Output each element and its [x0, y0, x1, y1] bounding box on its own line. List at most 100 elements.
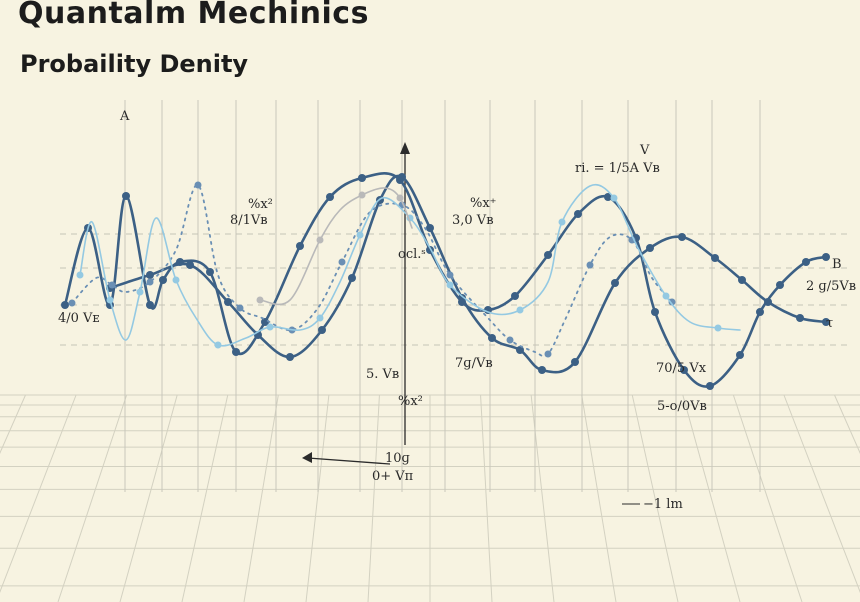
- annotation-label: 4/0 Vᴇ: [58, 311, 100, 326]
- annotation-label: %x²: [398, 394, 423, 409]
- y-axis-arrowhead: [400, 142, 410, 154]
- x-axis-arrowhead: [302, 452, 312, 463]
- data-point: [446, 281, 454, 289]
- data-point: [764, 298, 772, 306]
- data-point: [611, 279, 619, 287]
- annotation-label: A: [119, 109, 130, 124]
- series-s4: [76, 183, 741, 349]
- annotation-label: V: [639, 143, 650, 158]
- data-point: [61, 301, 69, 309]
- data-point: [348, 274, 356, 282]
- data-point: [326, 193, 334, 201]
- data-point: [586, 261, 594, 269]
- data-point: [261, 318, 269, 326]
- data-point: [106, 296, 114, 304]
- data-point: [756, 308, 764, 316]
- data-point: [236, 304, 244, 312]
- data-point: [506, 336, 514, 344]
- data-point: [544, 251, 552, 259]
- data-point: [736, 351, 744, 359]
- floor-grid-line: [367, 394, 380, 602]
- data-point: [571, 358, 579, 366]
- floor-grid-line: [480, 394, 493, 602]
- data-point: [678, 233, 686, 241]
- annotation-label: 2 ɡ/5Vʙ: [806, 279, 856, 294]
- annotation-label: 5. Vʙ: [366, 367, 399, 382]
- vertical-gridlines: [124, 100, 761, 492]
- data-point: [426, 224, 434, 232]
- data-point: [108, 281, 116, 289]
- data-point: [286, 353, 294, 361]
- data-point: [516, 346, 524, 354]
- floor-grid-line: [0, 394, 77, 594]
- data-point: [224, 298, 232, 306]
- annotation-label: ri. = 1/5A Vʙ: [575, 161, 660, 176]
- data-point: [136, 288, 144, 296]
- data-point: [458, 294, 466, 302]
- annotation-label: 5-o/0Vʙ: [657, 399, 707, 414]
- floor-grid-line: [732, 394, 803, 602]
- annotation-label: %x⁺: [470, 196, 497, 211]
- floor-grid-line: [783, 394, 860, 594]
- annotation-label: 70/5 Vx: [656, 361, 707, 376]
- floor-grid-line: [581, 394, 617, 602]
- data-point: [398, 173, 406, 181]
- data-point: [68, 299, 76, 307]
- floor-grid-line: [631, 394, 679, 602]
- floor-grid-line: [682, 394, 741, 602]
- data-point: [316, 314, 324, 322]
- data-point: [186, 261, 194, 269]
- floor-grid-line: [243, 394, 279, 602]
- data-point: [194, 181, 202, 189]
- annotation-label: 0+ Vᴨ: [372, 469, 414, 484]
- series-layer: [61, 172, 830, 390]
- data-point: [822, 253, 830, 261]
- data-point: [610, 194, 618, 202]
- annotation-label: 7ɡ/Vʙ: [455, 356, 493, 371]
- data-point: [604, 193, 612, 201]
- data-point: [511, 292, 519, 300]
- data-point: [172, 276, 180, 284]
- x-axis-arrow: [307, 457, 391, 465]
- data-point: [822, 318, 830, 326]
- data-point: [558, 218, 566, 226]
- data-point: [146, 278, 154, 286]
- data-point: [316, 236, 324, 244]
- series-s5: [256, 187, 413, 306]
- data-point: [668, 298, 676, 306]
- annotation-label: 8/1Vʙ: [230, 213, 268, 228]
- data-point: [488, 334, 496, 342]
- floor-grid: [0, 394, 860, 602]
- data-point: [796, 314, 804, 322]
- floor-grid-line: [181, 394, 229, 602]
- data-point: [738, 276, 746, 284]
- data-point: [146, 301, 154, 309]
- floor-grid-line: [57, 394, 128, 602]
- data-point: [446, 271, 454, 279]
- annotation-label: B: [832, 257, 842, 272]
- data-point: [714, 324, 722, 332]
- data-point: [232, 348, 240, 356]
- annotation-label: 3,0 Vʙ: [452, 213, 494, 228]
- annotation-label: −1 lm: [643, 497, 683, 512]
- floor-grid-line: [0, 394, 26, 454]
- chart-title: Quantalm Mechinics: [18, 0, 369, 31]
- data-point: [802, 258, 810, 266]
- data-point: [651, 308, 659, 316]
- data-point: [776, 281, 784, 289]
- floor-grid-line: [305, 394, 330, 602]
- data-point: [358, 191, 366, 199]
- data-point: [159, 276, 167, 284]
- data-point: [538, 366, 546, 374]
- data-point: [711, 254, 719, 262]
- data-point: [338, 258, 346, 266]
- annotation-label: τ: [826, 316, 833, 331]
- data-point: [296, 242, 304, 250]
- axes: [302, 142, 640, 505]
- data-point: [76, 271, 84, 279]
- data-point: [646, 244, 654, 252]
- annotation-layer: A 8/1Vʙ %x² 3,0 Vʙ %x⁺ ri. = 1/5A Vʙ V B 2 ɡ/5Vʙ…: [58, 109, 856, 512]
- data-point: [266, 323, 274, 331]
- data-point: [356, 231, 364, 239]
